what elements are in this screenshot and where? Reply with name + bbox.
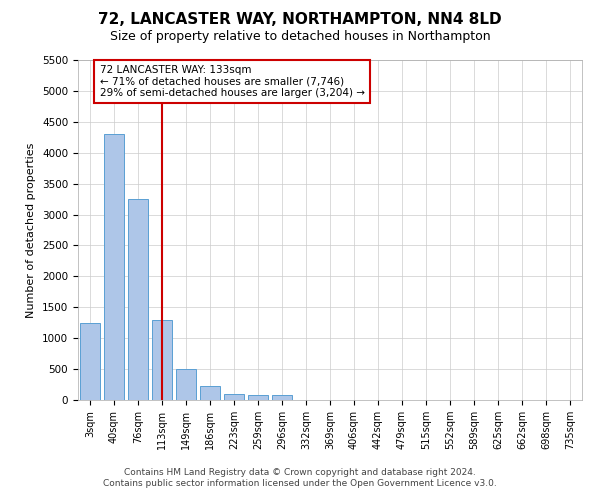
Bar: [104, 134, 124, 400]
Bar: [272, 396, 292, 400]
Bar: [152, 320, 172, 400]
Text: Size of property relative to detached houses in Northampton: Size of property relative to detached ho…: [110, 30, 490, 43]
Text: 72, LANCASTER WAY, NORTHAMPTON, NN4 8LD: 72, LANCASTER WAY, NORTHAMPTON, NN4 8LD: [98, 12, 502, 28]
Bar: [248, 396, 268, 400]
Y-axis label: Number of detached properties: Number of detached properties: [26, 142, 37, 318]
Bar: [224, 394, 244, 400]
Text: Contains HM Land Registry data © Crown copyright and database right 2024.
Contai: Contains HM Land Registry data © Crown c…: [103, 468, 497, 487]
Bar: [80, 322, 100, 400]
Bar: [200, 386, 220, 400]
Text: 72 LANCASTER WAY: 133sqm
← 71% of detached houses are smaller (7,746)
29% of sem: 72 LANCASTER WAY: 133sqm ← 71% of detach…: [100, 65, 365, 98]
Bar: [176, 369, 196, 400]
Bar: [128, 199, 148, 400]
